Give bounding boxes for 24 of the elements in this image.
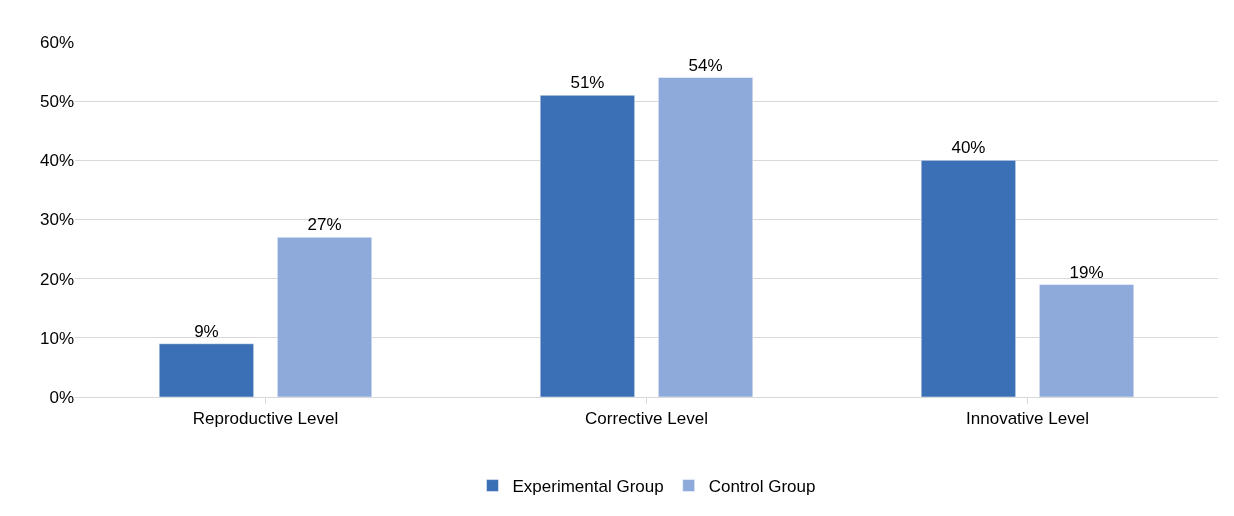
bar [920,160,1016,397]
legend-label: Experimental Group [512,477,664,497]
x-tick-label: Innovative Level [966,409,1089,429]
data-label: 51% [570,73,605,93]
y-tick-label: 20% [39,269,74,289]
bar [539,95,635,397]
y-tick-label: 50% [39,92,74,112]
data-label: 9% [194,321,219,341]
data-label: 54% [688,55,723,75]
bar [158,343,254,397]
data-label: 27% [307,215,342,235]
x-tick-label: Corrective Level [585,409,708,429]
bar [1039,284,1135,397]
data-label: 19% [1069,262,1104,282]
data-label: 40% [951,138,986,158]
legend-label: Control Group [708,477,816,497]
y-tick-label: 30% [39,210,74,230]
bar [658,77,754,397]
y-tick-label: 0% [49,387,74,407]
x-tick-label: Reproductive Level [192,409,339,429]
y-tick-label: 40% [39,151,74,171]
bar [277,237,373,397]
y-tick-label: 10% [39,328,74,348]
y-tick-label: 60% [39,32,74,52]
